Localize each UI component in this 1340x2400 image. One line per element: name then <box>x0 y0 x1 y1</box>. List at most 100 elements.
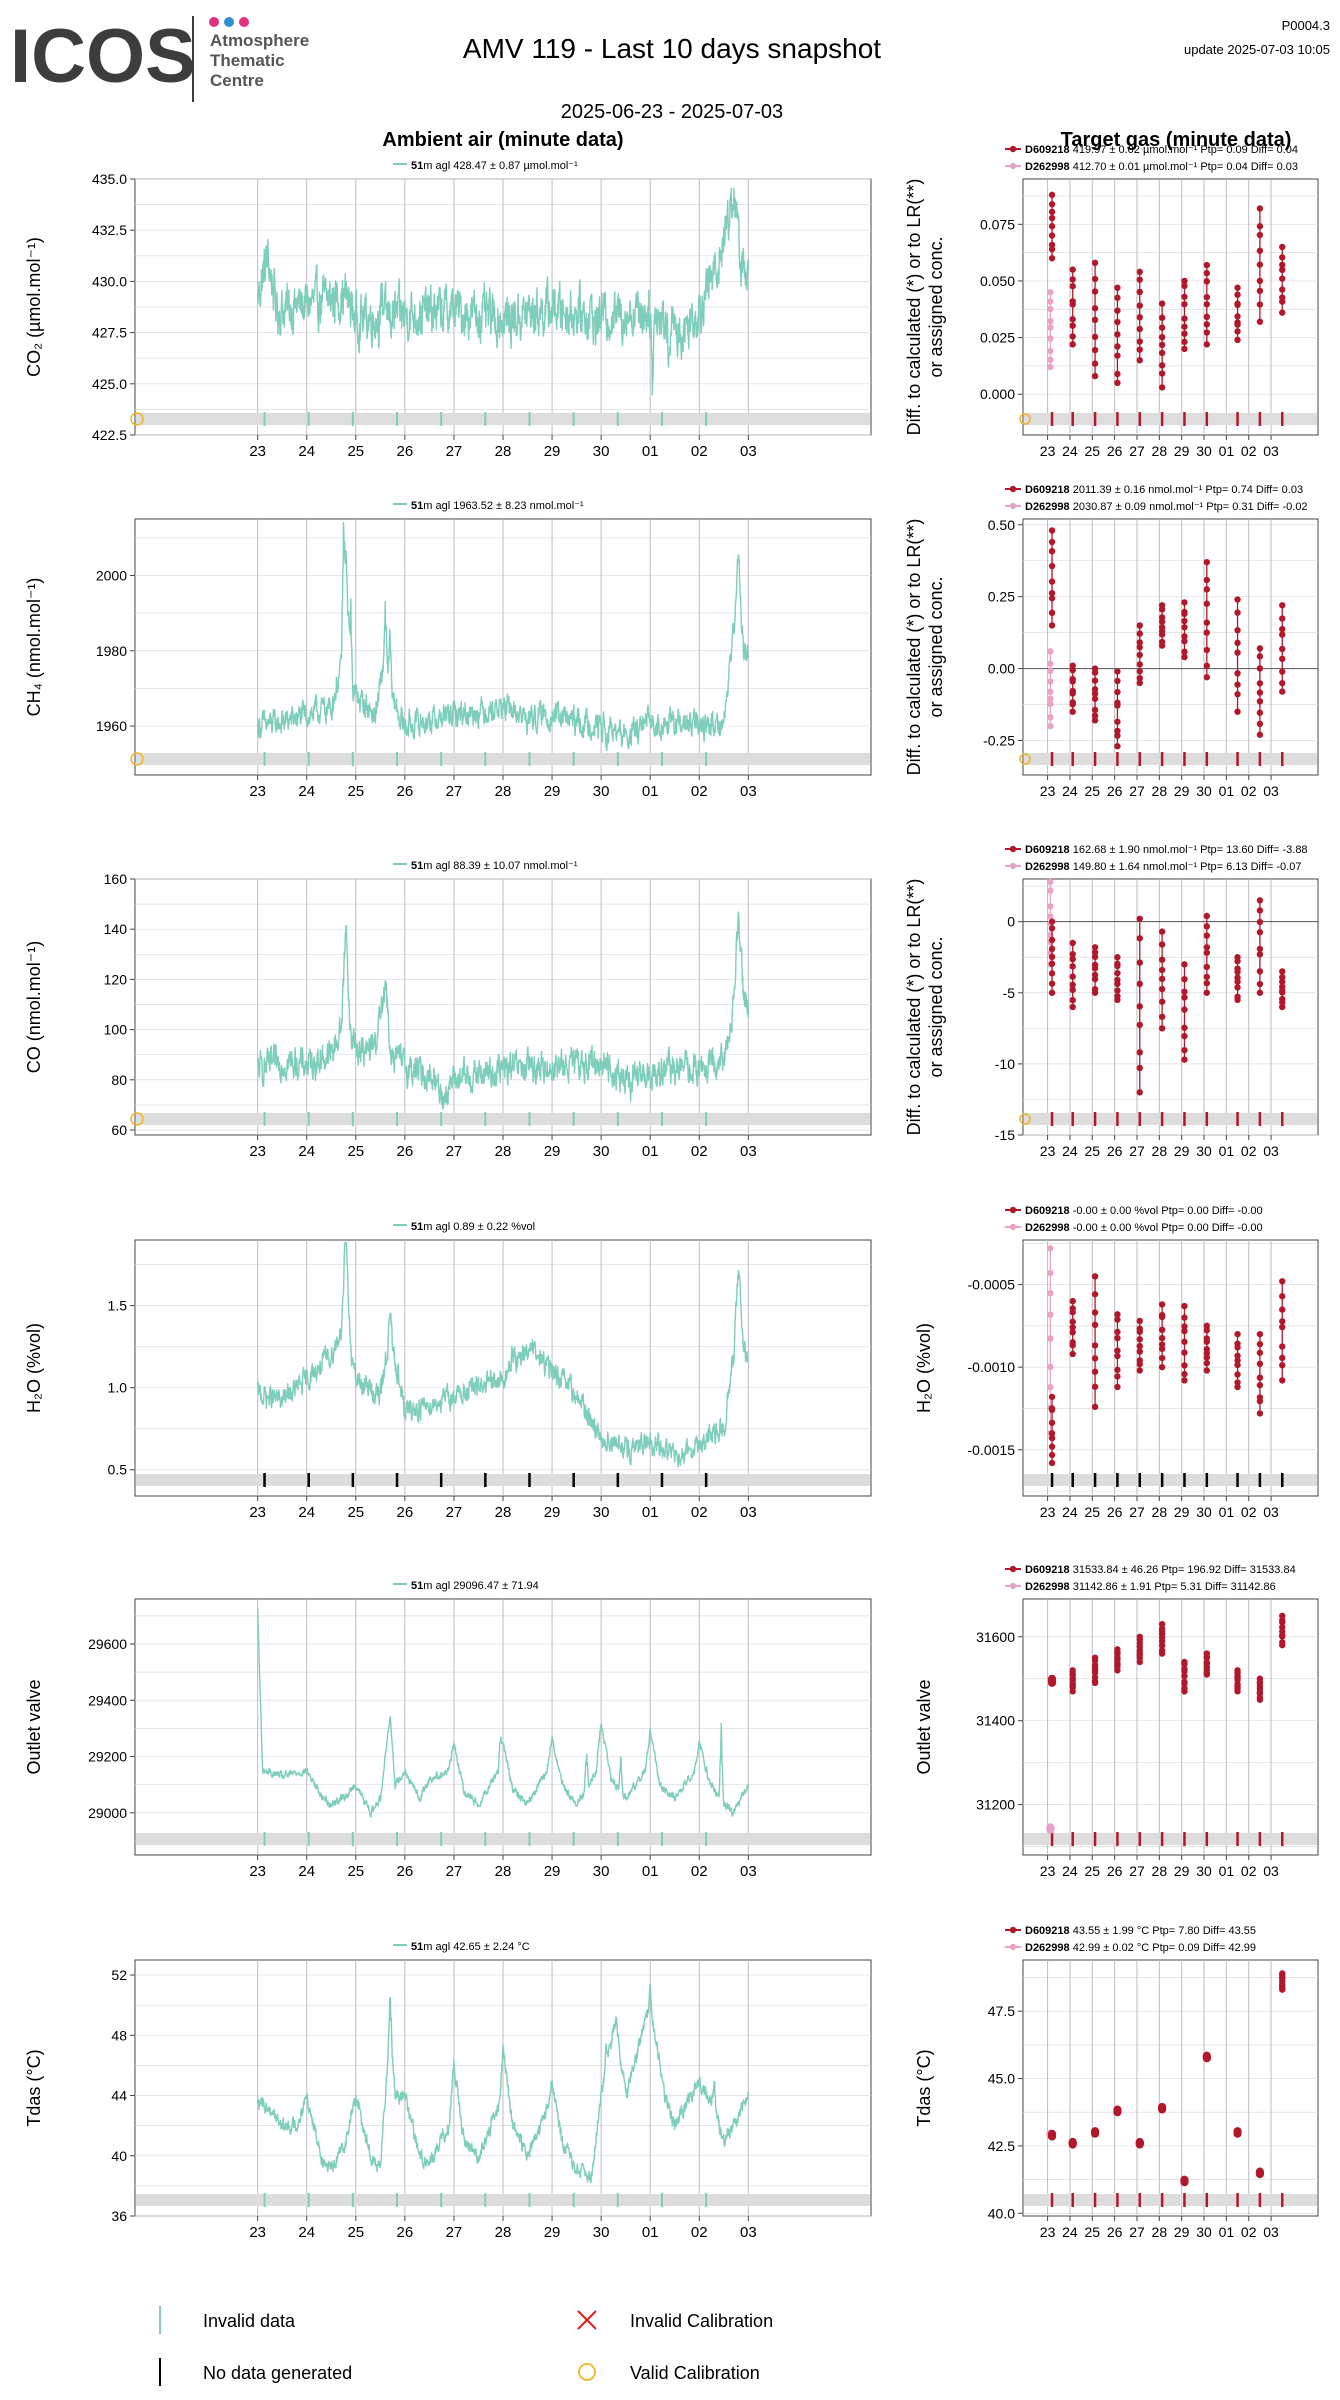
x-tick-label: 28 <box>1152 1504 1168 1520</box>
status-band <box>1024 1474 1317 1486</box>
x-tick-label: 01 <box>642 1504 659 1521</box>
x-tick-label: 26 <box>1107 1504 1123 1520</box>
target-point <box>1048 595 1056 602</box>
target-point <box>1234 627 1241 634</box>
x-tick-label: 24 <box>1062 443 1078 459</box>
target-point <box>1047 1245 1054 1252</box>
target-point <box>1069 316 1076 323</box>
x-tick-label: 23 <box>1040 783 1056 799</box>
x-tick-label: 03 <box>1263 2224 1279 2240</box>
target-point <box>1068 2137 1077 2146</box>
target-point <box>1114 343 1121 350</box>
tank-stats: 42.99 ± 0.02 °C Ptp= 0.09 Diff= 42.99 <box>1073 1942 1256 1954</box>
legend-dot-D262998 <box>1009 162 1017 170</box>
x-tick-label: 24 <box>1062 1504 1078 1520</box>
x-tick-label: 24 <box>298 443 315 460</box>
x-tick-label: 03 <box>740 1863 757 1880</box>
target-point <box>1181 1658 1188 1666</box>
logo-word: ICOS <box>10 14 196 99</box>
x-tick-label: 02 <box>1241 1863 1257 1879</box>
target-point <box>1181 1370 1188 1378</box>
legend-text-D609218: D609218 162.68 ± 1.90 nmol.mol⁻¹ Ptp= 13… <box>1025 844 1308 856</box>
target-point <box>1279 1293 1286 1300</box>
target-point <box>1181 1672 1188 1680</box>
target-point <box>1114 1328 1121 1336</box>
target-point <box>1279 254 1286 261</box>
target-point <box>1256 653 1264 660</box>
target-point <box>1256 1394 1264 1401</box>
x-tick-label: 24 <box>1062 2224 1078 2240</box>
target-point <box>1091 712 1099 719</box>
target-point <box>1114 732 1121 739</box>
target-point <box>1136 639 1143 646</box>
target-point <box>1136 268 1143 276</box>
x-tick-label: 28 <box>1152 1863 1168 1879</box>
target-point <box>1203 949 1211 956</box>
target-point <box>1135 2137 1144 2146</box>
x-tick-label: 26 <box>1107 1863 1123 1879</box>
target-point <box>1234 984 1241 991</box>
target-point <box>1136 346 1143 353</box>
legend-value: m agl 42.65 ± 2.24 °C <box>423 1941 529 1953</box>
target-point <box>1069 981 1076 989</box>
target-point <box>1180 2175 1189 2184</box>
target-point <box>1114 969 1121 977</box>
ambient-series-line <box>257 1607 749 1818</box>
target-point <box>1069 699 1076 706</box>
target-point <box>1158 1647 1166 1654</box>
target-point <box>1256 277 1264 285</box>
target-point <box>1279 309 1286 316</box>
target-point <box>1203 313 1211 321</box>
x-tick-label: 29 <box>544 1863 561 1880</box>
y-tick-label: 425.0 <box>92 376 127 392</box>
target-point <box>1158 1013 1166 1020</box>
legend-text-D609218: D609218 43.55 ± 1.99 °C Ptp= 7.80 Diff= … <box>1025 1925 1256 1937</box>
target-point <box>1158 1311 1166 1319</box>
y-tick-label: -0.0010 <box>968 1359 1016 1375</box>
target-point <box>1114 677 1121 685</box>
valid-calibration-marker <box>1019 1113 1031 1125</box>
legend-text-ambient: 51m agl 29096.47 ± 71.94 <box>411 1580 539 1592</box>
y-tick-label: 0.000 <box>980 386 1015 402</box>
target-point <box>1114 699 1121 706</box>
target-chart-co: 23 24 25 26 27 28 29 30 01 02 03 -15 -10 -5 0 Diff. to … <box>904 844 1319 1159</box>
target-point <box>1203 1367 1211 1374</box>
target-point <box>1256 1381 1264 1389</box>
x-tick-label: 25 <box>1084 783 1100 799</box>
y-tick-label: 0.025 <box>980 330 1015 346</box>
target-point <box>1091 665 1099 672</box>
target-point <box>1181 961 1188 968</box>
target-point <box>1158 928 1166 935</box>
target-point <box>1279 1970 1286 1977</box>
ambient-series-line <box>257 187 749 396</box>
valid-calibration-label: Valid Calibration <box>630 2363 760 2383</box>
tank-stats: 149.80 ± 1.64 nmol.mol⁻¹ Ptp= 6.13 Diff=… <box>1073 861 1302 873</box>
x-tick-label: 30 <box>1196 2224 1212 2240</box>
y-axis-label-line: or assigned conc. <box>926 936 946 1077</box>
y-tick-label: 432.5 <box>92 222 127 238</box>
x-tick-label: 01 <box>1219 443 1235 459</box>
y-tick-label: 45.0 <box>988 2071 1015 2087</box>
target-point <box>1091 288 1099 295</box>
target-point <box>1158 941 1166 948</box>
tank-stats: -0.00 ± 0.00 %vol Ptp= 0.00 Diff= -0.00 <box>1073 1222 1263 1234</box>
ambient-chart-ch4: 51m agl 1963.52 ± 8.23 nmol.mol⁻¹ 23 24 25 2… <box>24 500 872 800</box>
x-tick-label: 28 <box>495 783 512 800</box>
x-tick-label: 26 <box>1107 443 1123 459</box>
x-tick-label: 24 <box>298 1504 315 1521</box>
x-tick-label: 03 <box>740 783 757 800</box>
target-point <box>1181 1349 1188 1356</box>
target-point <box>1069 298 1076 305</box>
target-point <box>1234 993 1241 1000</box>
x-tick-label: 29 <box>544 1504 561 1521</box>
target-point <box>1047 1363 1054 1371</box>
target-point <box>1136 325 1143 333</box>
valid-calibration-marker <box>130 752 144 766</box>
x-tick-label: 01 <box>642 443 659 460</box>
x-tick-label: 02 <box>691 1504 708 1521</box>
status-band <box>136 2194 870 2206</box>
target-point <box>1181 1032 1188 1040</box>
chart-panels: 51m agl 428.47 ± 0.87 µmol.mol⁻¹23 24 25 26… <box>24 144 1319 2241</box>
target-point <box>1203 293 1211 301</box>
x-tick-label: 28 <box>495 1504 512 1521</box>
